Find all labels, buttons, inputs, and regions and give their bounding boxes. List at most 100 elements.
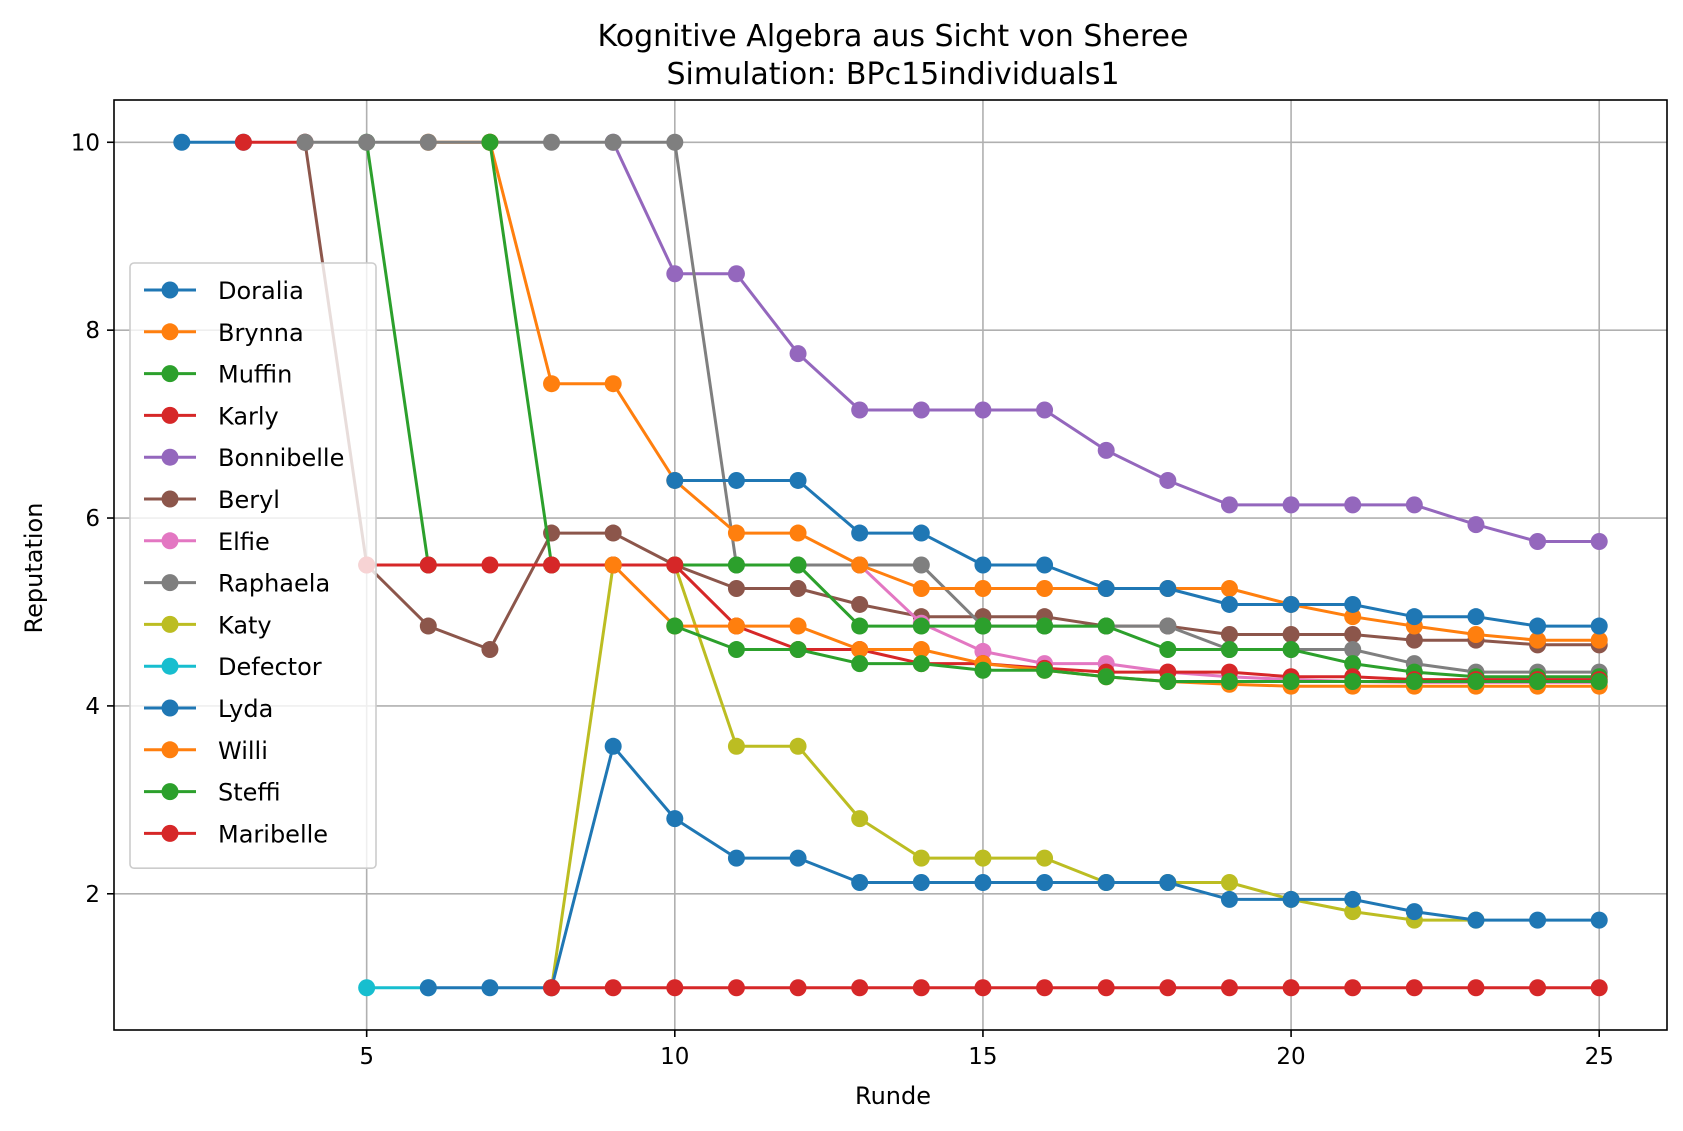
maribelle-series-point	[481, 556, 499, 574]
unlabeled-series-point	[912, 524, 930, 542]
lyda-series-point	[481, 979, 499, 997]
steffi-series-point	[1097, 617, 1115, 635]
unlabeled-series-point	[1529, 979, 1547, 997]
unlabeled-series-point	[1529, 617, 1547, 635]
unlabeled-series-point	[727, 617, 745, 635]
raphaela-series-line	[305, 140, 1600, 674]
chart-subtitle: Simulation: BPc15individuals1	[666, 57, 1119, 92]
bonnibelle-series-point	[974, 401, 992, 419]
unlabeled-series-point	[1036, 556, 1054, 574]
unlabeled-series-line	[674, 479, 1600, 628]
beryl-series-point	[1282, 626, 1300, 644]
lyda-series-point	[727, 849, 745, 867]
katy-series-point	[789, 737, 807, 755]
unlabeled-series-point	[974, 661, 992, 679]
raphaela-series-point	[1159, 617, 1177, 635]
lyda-series-point	[1467, 911, 1485, 929]
katy-series-line	[550, 563, 1476, 988]
unlabeled-series-point	[1405, 608, 1423, 626]
steffi-series-point	[974, 617, 992, 635]
unlabeled-series-point	[1220, 672, 1238, 690]
maribelle-series-point	[419, 556, 437, 574]
unlabeled-series-point	[1220, 979, 1238, 997]
karly-series-point	[234, 133, 252, 151]
legend-label-doralia: Doralia	[218, 277, 304, 305]
unlabeled-series-point	[1590, 617, 1608, 635]
y-tick-label: 2	[85, 882, 100, 908]
beryl-series-point	[1344, 626, 1362, 644]
raphaela-series-point	[543, 133, 561, 151]
bonnibelle-series-point	[1467, 516, 1485, 534]
willi-series-point	[1344, 608, 1362, 626]
series-layer	[173, 133, 1608, 997]
legend-label-karly: Karly	[218, 402, 279, 430]
unlabeled-series-line	[674, 624, 1600, 683]
willi-series-point	[912, 579, 930, 597]
bonnibelle-series-point	[1159, 471, 1177, 489]
katy-series-point	[1344, 903, 1362, 921]
legend-label-bonnibelle: Bonnibelle	[218, 444, 344, 472]
willi-series-point	[1467, 626, 1485, 644]
lyda-series-point	[1344, 890, 1362, 908]
unlabeled-series-point	[1467, 979, 1485, 997]
unlabeled-series-point	[604, 556, 622, 574]
lyda-series-point	[1405, 903, 1423, 921]
legend-label-brynna: Brynna	[218, 319, 304, 347]
katy-series-point	[974, 849, 992, 867]
legend-marker-muffin	[161, 365, 179, 383]
maribelle-series-point	[666, 556, 684, 574]
unlabeled-series-point	[666, 617, 684, 635]
unlabeled-series	[666, 471, 1608, 635]
x-tick-label: 20	[1276, 1044, 1305, 1070]
unlabeled-series-point	[1282, 979, 1300, 997]
unlabeled-series-point	[1344, 979, 1362, 997]
legend-marker-katy	[161, 615, 179, 633]
raphaela-series-point	[666, 133, 684, 151]
legend-label-katy: Katy	[218, 611, 272, 639]
legend-label-willi: Willi	[218, 737, 268, 765]
beryl-series-point	[789, 579, 807, 597]
unlabeled-series-point	[1590, 979, 1608, 997]
unlabeled-series-point	[912, 979, 930, 997]
lyda-series-point	[1282, 890, 1300, 908]
raphaela-series-point	[296, 133, 314, 151]
unlabeled-series-point	[789, 979, 807, 997]
unlabeled-series-point	[974, 979, 992, 997]
bonnibelle-series-point	[727, 265, 745, 283]
unlabeled-series-point	[666, 471, 684, 489]
legend-label-raphaela: Raphaela	[218, 570, 330, 598]
bonnibelle-series-point	[851, 401, 869, 419]
willi-series-point	[1590, 631, 1608, 649]
willi-series-point	[727, 524, 745, 542]
legend-marker-elfie	[161, 532, 179, 550]
steffi-series-point	[851, 617, 869, 635]
legend-label-lyda: Lyda	[218, 695, 273, 723]
legend-marker-raphaela	[161, 574, 179, 592]
legend-marker-beryl	[161, 490, 179, 508]
unlabeled-series-point	[727, 979, 745, 997]
unlabeled-series-point	[1097, 579, 1115, 597]
elfie-series-point	[974, 642, 992, 660]
legend-label-muffin: Muffin	[218, 361, 292, 389]
legend-frame	[129, 262, 377, 870]
katy-series-point	[1220, 874, 1238, 892]
unlabeled-series-point	[727, 471, 745, 489]
legend-label-steffi: Steffi	[218, 779, 281, 807]
willi-series-point	[1220, 579, 1238, 597]
unlabeled-series	[543, 979, 1608, 997]
unlabeled-series-point	[1467, 608, 1485, 626]
lyda-series-line	[428, 744, 1600, 990]
steffi-series-point	[1282, 641, 1300, 659]
unlabeled-series-point	[1405, 979, 1423, 997]
x-axis-label: Runde	[855, 1082, 931, 1110]
legend-marker-willi	[161, 741, 179, 759]
legend-marker-steffi	[161, 783, 179, 801]
unlabeled-series-point	[1097, 668, 1115, 686]
steffi-series-point	[789, 556, 807, 574]
bonnibelle-series-point	[1036, 401, 1054, 419]
unlabeled-series-point	[1220, 595, 1238, 613]
willi-series-point	[1036, 579, 1054, 597]
legend-marker-defector	[161, 657, 179, 675]
unlabeled-series-point	[1529, 672, 1547, 690]
